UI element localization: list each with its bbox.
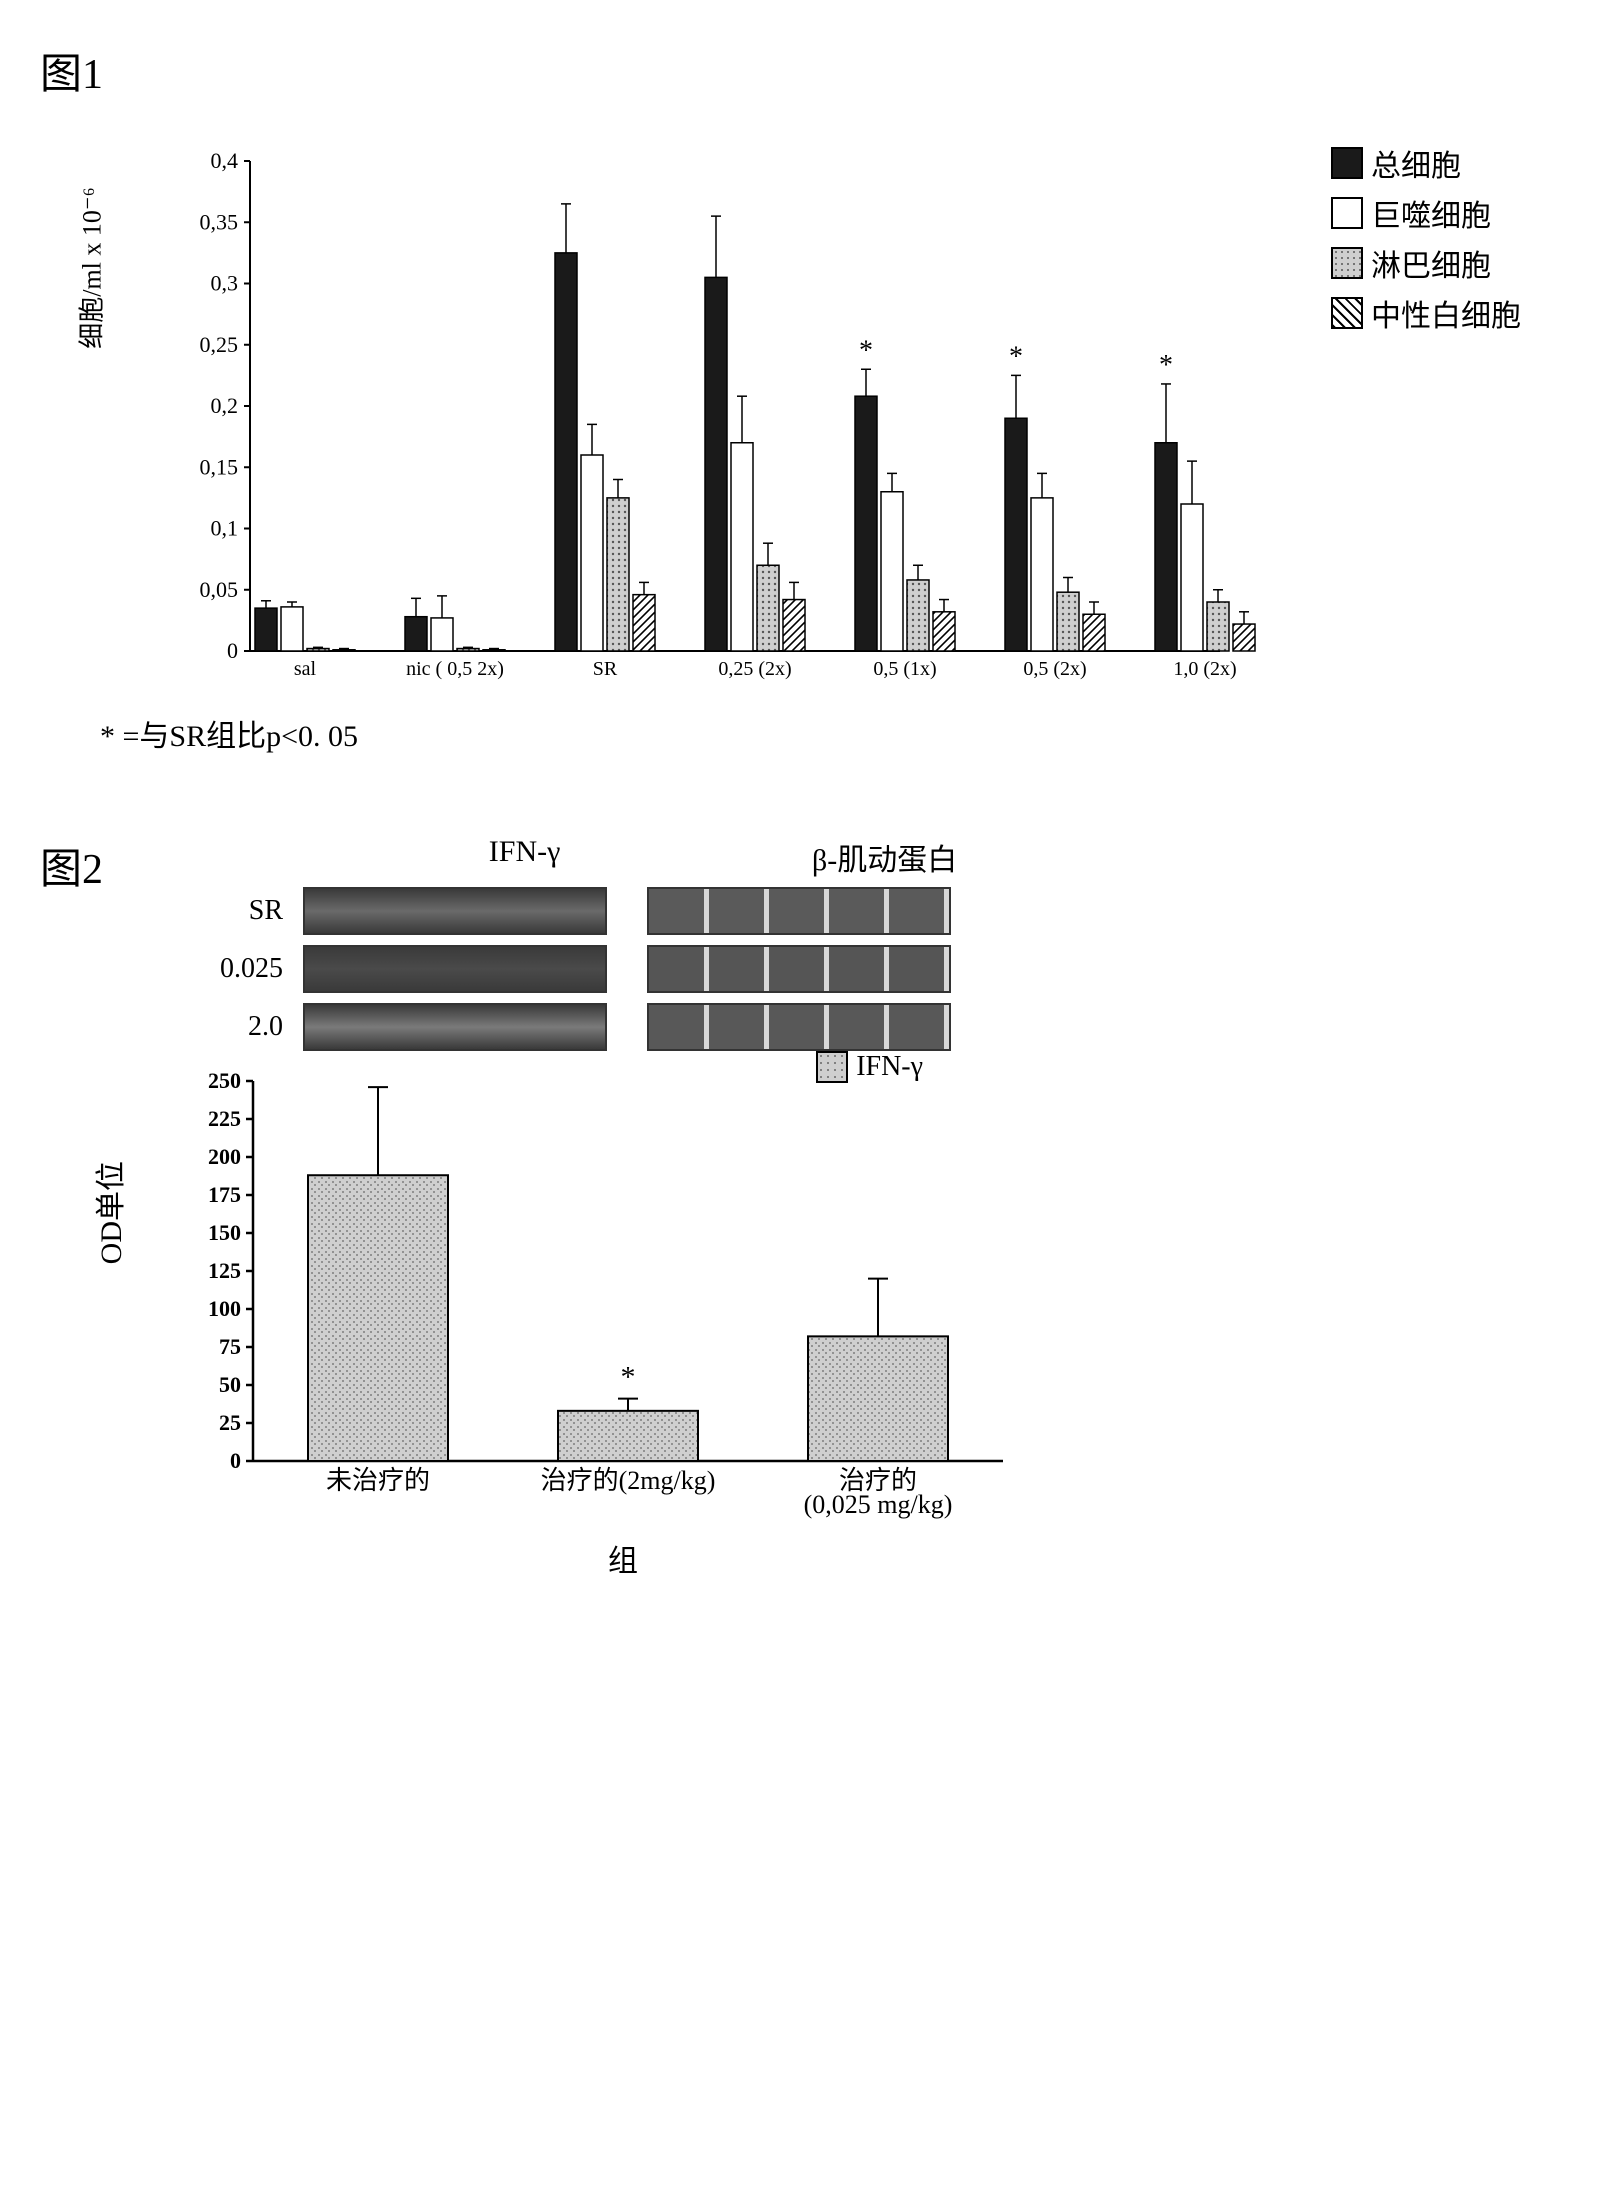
svg-text:1,0 (2x): 1,0 (2x) <box>1173 658 1236 680</box>
figure-2: 图2 IFN-γ β-肌动蛋白 SR 0.025 2.0 IFN-γ OD单位 0 2… <box>40 835 1561 1580</box>
svg-text:SR: SR <box>593 658 618 680</box>
svg-text:150: 150 <box>208 1220 241 1245</box>
legend-swatch <box>1331 247 1363 279</box>
svg-text:100: 100 <box>208 1296 241 1321</box>
gel-row: 0.025 <box>163 945 1083 993</box>
figure-1: 图1 细胞/ml x 10⁻⁶ 0 0,05 0,1 0,15 0,2 0,25 0,3 0,… <box>40 40 1561 755</box>
figure-1-label: 图1 <box>40 40 1561 101</box>
gel-band-actin <box>647 887 951 935</box>
figure-2-label: 图2 <box>40 835 103 896</box>
svg-text:175: 175 <box>208 1182 241 1207</box>
svg-text:0,15: 0,15 <box>200 454 239 479</box>
figure-2-y-axis-label: OD单位 <box>86 1160 130 1263</box>
figure-2-chart: IFN-γ OD单位 0255075100125150175200225250未… <box>163 1061 1083 1580</box>
svg-text:225: 225 <box>208 1106 241 1131</box>
legend-swatch <box>1331 197 1363 229</box>
figure-2-gel-header: IFN-γ β-肌动蛋白 <box>363 835 1083 879</box>
legend-swatch <box>1331 147 1363 179</box>
gel-row-label: 2.0 <box>163 1011 283 1043</box>
gel-band-actin <box>647 1003 951 1051</box>
svg-text:0,05: 0,05 <box>200 577 239 602</box>
svg-text:未治疗的: 未治疗的 <box>326 1466 430 1495</box>
figure-2-content: IFN-γ β-肌动蛋白 SR0.0252.0 IFN-γ OD单位 02550… <box>163 835 1083 1580</box>
figure-2-x-axis-title: 组 <box>163 1536 1083 1580</box>
gel-col-label-ifn: IFN-γ <box>489 835 561 879</box>
figure-1-legend: 总细胞巨噬细胞淋巴细胞中性白细胞 <box>1331 141 1521 341</box>
figure-2-svg: 0 25 50 75 100 125 150 175 200 225 250 未治疗的 * 治疗的(2mg… <box>163 1061 1043 1521</box>
svg-text:*: * <box>621 1361 636 1394</box>
gel-band-ifn <box>303 1003 607 1051</box>
svg-text:*: * <box>859 335 873 366</box>
figure-1-footnote: * =与SR组比p<0. 05 <box>100 711 1561 755</box>
svg-text:0,35: 0,35 <box>200 209 239 234</box>
svg-text:0,5 (2x): 0,5 (2x) <box>1023 658 1086 680</box>
gel-band-ifn <box>303 945 607 993</box>
svg-text:0,5 (1x): 0,5 (1x) <box>873 658 936 680</box>
svg-text:0: 0 <box>230 1448 241 1473</box>
legend-label: 淋巴细胞 <box>1371 241 1491 285</box>
svg-text:200: 200 <box>208 1144 241 1169</box>
svg-text:25: 25 <box>219 1410 241 1435</box>
svg-text:sal: sal <box>294 658 317 680</box>
legend-item: 中性白细胞 <box>1331 291 1521 335</box>
gel-band-actin <box>647 945 951 993</box>
gel-row: SR <box>163 887 1083 935</box>
legend-label: 总细胞 <box>1371 141 1461 185</box>
figure-1-chart: 细胞/ml x 10⁻⁶ 00,050,10,150,20,250,30,350… <box>160 131 1561 691</box>
svg-text:治疗的(2mg/kg): 治疗的(2mg/kg) <box>541 1466 716 1495</box>
legend-label: 中性白细胞 <box>1371 291 1521 335</box>
legend-swatch <box>1331 297 1363 329</box>
svg-text:*: * <box>1009 341 1023 372</box>
svg-text:0,2: 0,2 <box>211 393 239 418</box>
svg-text:0,1: 0,1 <box>211 516 239 541</box>
svg-text:(0,025 mg/kg): (0,025 mg/kg) <box>804 1490 953 1519</box>
legend-label: 巨噬细胞 <box>1371 191 1491 235</box>
svg-text:*: * <box>1159 350 1173 381</box>
figure-1-y-axis-label: 细胞/ml x 10⁻⁶ <box>72 187 109 348</box>
figure-1-svg: 0 0,05 0,1 0,15 0,2 0,25 0,3 0,35 0,4 sal nic ( 0,… <box>160 131 1260 691</box>
gel-row: 2.0 <box>163 1003 1083 1051</box>
svg-text:0,25 (2x): 0,25 (2x) <box>718 658 791 680</box>
gel-row-label: 0.025 <box>163 953 283 985</box>
figure-2-gel-rows: SR 0.025 2.0 <box>163 887 1083 1051</box>
svg-text:nic ( 0,5 2x): nic ( 0,5 2x) <box>406 658 504 680</box>
legend-item: 淋巴细胞 <box>1331 241 1521 285</box>
svg-text:0,4: 0,4 <box>211 148 239 173</box>
gel-row-label: SR <box>163 895 283 927</box>
svg-text:125: 125 <box>208 1258 241 1283</box>
svg-text:0: 0 <box>227 638 238 663</box>
svg-text:50: 50 <box>219 1372 241 1397</box>
svg-text:75: 75 <box>219 1334 241 1359</box>
gel-col-label-actin: β-肌动蛋白 <box>812 835 957 879</box>
svg-text:0,25: 0,25 <box>200 332 239 357</box>
svg-text:250: 250 <box>208 1068 241 1093</box>
legend-item: 总细胞 <box>1331 141 1521 185</box>
svg-text:0,3: 0,3 <box>211 271 239 296</box>
legend-item: 巨噬细胞 <box>1331 191 1521 235</box>
gel-band-ifn <box>303 887 607 935</box>
